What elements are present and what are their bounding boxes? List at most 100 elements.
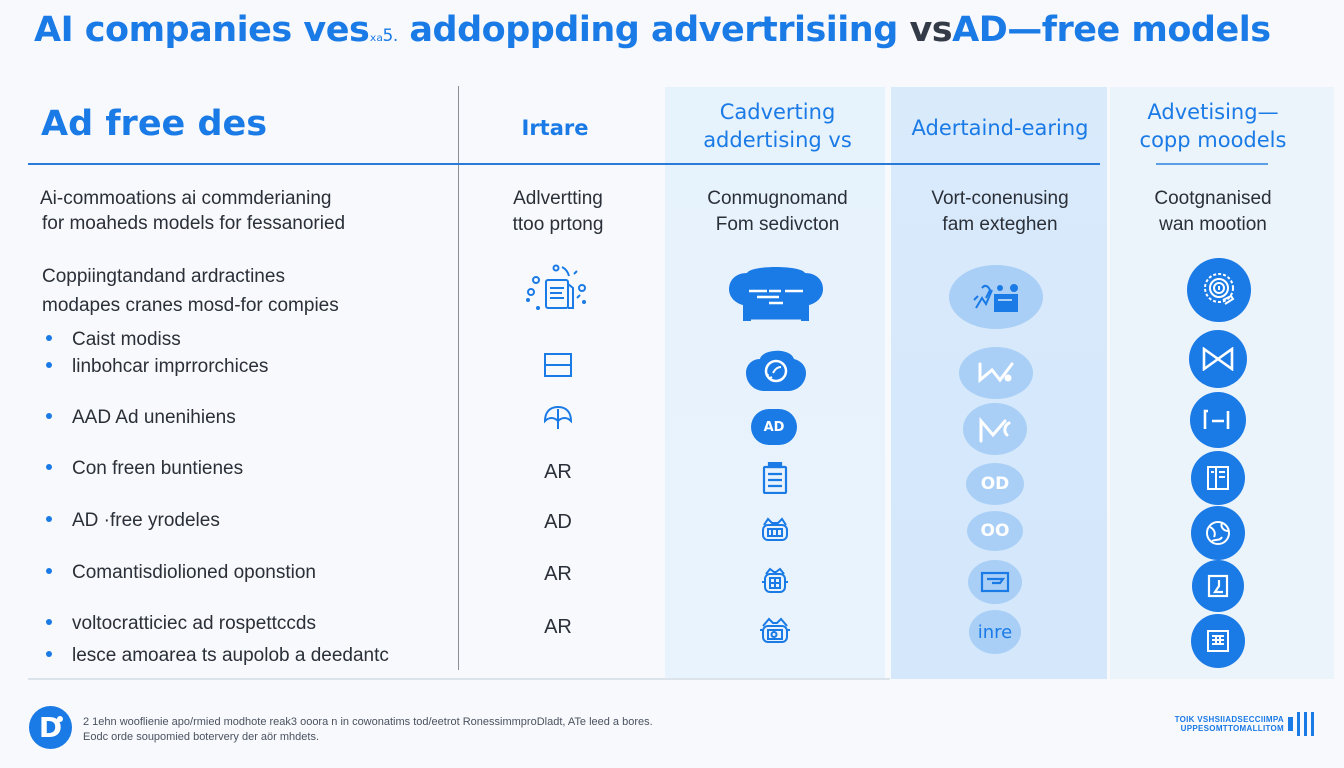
oval-badge-text: inre bbox=[969, 610, 1021, 654]
bullet-text: AD ·free yrodeles bbox=[72, 510, 220, 531]
column-2-header-line-1: Cadverting bbox=[719, 100, 836, 124]
column-2-header-line-2: addertising vs bbox=[703, 128, 852, 152]
bullet-text: Con freen buntienes bbox=[72, 458, 244, 479]
left-intro2-line-1: Coppiingtandand ardractines bbox=[42, 266, 285, 287]
bullet-dot-icon bbox=[46, 567, 52, 574]
bullet-dot-icon bbox=[46, 361, 52, 368]
clipboard-list-icon bbox=[758, 460, 792, 496]
document-sparkle-icon bbox=[518, 260, 598, 324]
title-part-3: AD—free models bbox=[952, 10, 1271, 50]
oval-badge-text: OO bbox=[967, 511, 1023, 551]
bullet-text: lesce amoarea ts aupolob a deedantc bbox=[72, 645, 389, 666]
column-1-header: Irtare bbox=[521, 116, 589, 140]
title-small-part: ₓₐ5. bbox=[369, 26, 398, 46]
drawer-icon bbox=[538, 350, 578, 380]
left-intro-line-1: Ai-commoations ai commderianing bbox=[40, 188, 332, 209]
title-part-1: AI companies ves bbox=[34, 10, 370, 50]
tablet-icon bbox=[1186, 558, 1250, 614]
people-desk-icon bbox=[948, 264, 1044, 330]
bottom-divider bbox=[28, 678, 890, 680]
bullet-dot-icon bbox=[46, 650, 52, 657]
bullet-item: linbohcar imprrorchices bbox=[46, 356, 268, 378]
basket-at-icon bbox=[758, 613, 792, 647]
footer-brand-bars-icon bbox=[1288, 712, 1314, 736]
bullet-item: AD ·free yrodeles bbox=[46, 510, 220, 532]
column-1-subtitle: Adlvertting ttoo prtong bbox=[470, 186, 646, 238]
bowtie-icon bbox=[1186, 330, 1250, 388]
bullet-dot-icon bbox=[46, 618, 52, 625]
check-wave-icon bbox=[958, 346, 1034, 400]
globe-icon bbox=[1186, 505, 1250, 561]
bullet-dot-icon bbox=[46, 334, 52, 341]
oval-badge: OO bbox=[966, 510, 1024, 552]
subtitle-line: Adlvertting bbox=[513, 188, 603, 209]
footer-logo: D bbox=[29, 706, 72, 749]
footer-logo-letter: D bbox=[38, 711, 63, 744]
subtitle-line: ttoo prtong bbox=[512, 214, 604, 235]
bullet-text: voltocratticiec ad rospettccds bbox=[72, 613, 316, 634]
bullet-dot-icon bbox=[46, 463, 52, 470]
bracket-dash-icon bbox=[1186, 391, 1250, 449]
cloud-leaf-icon bbox=[745, 344, 807, 394]
basket-grid-icon bbox=[758, 563, 792, 597]
column-2-header: Cadverting addertising vs bbox=[665, 98, 890, 154]
footer-note-line: Eodc orde soupomied botervery der aör mh… bbox=[83, 731, 320, 743]
subtitle-line: fam exteghen bbox=[942, 214, 1058, 235]
fingerprint-hand-icon bbox=[1184, 256, 1254, 324]
column-4-header-divider bbox=[1156, 163, 1268, 165]
cell-text: AD bbox=[544, 510, 572, 533]
footer-note: 2 1ehn wooflienie apo/rmied modhote reak… bbox=[83, 715, 653, 745]
grid-card-icon bbox=[1186, 613, 1250, 669]
cloud-text-icon bbox=[726, 262, 826, 326]
column-4-header-line-1: Advetising— bbox=[1147, 100, 1279, 124]
title-vs: vs bbox=[909, 10, 953, 50]
column-2-subtitle: Conmugnomand Fom sedivcton bbox=[665, 186, 890, 238]
footer-brand-line: TOIK VSHSIIADSECCIIMPA bbox=[1174, 715, 1284, 724]
bullet-item: lesce amoarea ts aupolob a deedantc bbox=[46, 645, 389, 667]
screen-icon bbox=[967, 559, 1023, 605]
bullet-dot-icon bbox=[46, 412, 52, 419]
oval-badge: inre bbox=[969, 609, 1021, 655]
column-3-subtitle: Vort-conenusing fam exteghen bbox=[891, 186, 1109, 238]
left-intro-line-2: for moaheds models for fessanoried bbox=[42, 213, 346, 234]
umbrella-icon bbox=[538, 403, 578, 433]
basket-ad-icon bbox=[758, 512, 792, 546]
oval-badge: OD bbox=[966, 462, 1024, 506]
bullet-item: Comantisdiolioned oponstion bbox=[46, 562, 316, 584]
bullet-dot-icon bbox=[46, 515, 52, 522]
left-intro2-line-2: modapes cranes mosd-for compies bbox=[42, 295, 339, 316]
book-panel-icon bbox=[1186, 450, 1250, 506]
bullet-item: Caist modiss bbox=[46, 329, 181, 351]
bullet-item: Con freen buntienes bbox=[46, 458, 243, 480]
bullet-text: Comantisdiolioned oponstion bbox=[72, 562, 316, 583]
subtitle-line: wan mootion bbox=[1159, 214, 1267, 235]
subtitle-line: Cootgnanised bbox=[1154, 188, 1272, 209]
bullet-item: AAD Ad unenihiens bbox=[46, 407, 236, 429]
bullet-text: linbohcar imprrorchices bbox=[72, 356, 269, 377]
cell-text: AR bbox=[544, 615, 572, 638]
cell-text: AR bbox=[544, 562, 572, 585]
subtitle-line: Fom sedivcton bbox=[715, 214, 840, 235]
column-4-header-line-2: copp moodels bbox=[1139, 128, 1287, 152]
title-part-2: addoppding advertrisiing bbox=[397, 10, 910, 50]
column-4-subtitle: Cootgnanised wan mootion bbox=[1110, 186, 1316, 238]
cell-text: AR bbox=[544, 460, 572, 483]
footer-note-line: 2 1ehn wooflienie apo/rmied modhote reak… bbox=[83, 716, 653, 728]
cloud-ad-badge: AD bbox=[750, 407, 798, 447]
cloud-ad-badge-text: AD bbox=[751, 409, 797, 445]
page-title: AI companies vesₓₐ5. addoppding advertri… bbox=[34, 10, 1271, 50]
header-divider bbox=[28, 163, 1100, 165]
subtitle-line: Vort-conenusing bbox=[931, 188, 1069, 209]
left-column-heading: Ad free des bbox=[41, 104, 268, 144]
bullet-item: voltocratticiec ad rospettccds bbox=[46, 613, 316, 635]
footer-brand: TOIK VSHSIIADSECCIIMPA UPPESOMTTOMALLITO… bbox=[1175, 715, 1284, 733]
oval-badge-text: OD bbox=[966, 463, 1024, 505]
bullet-text: AAD Ad unenihiens bbox=[72, 407, 236, 428]
subtitle-line: Conmugnomand bbox=[707, 188, 848, 209]
left-column-divider bbox=[458, 86, 459, 670]
bullet-text: Caist modiss bbox=[72, 329, 181, 350]
column-4-header: Advetising— copp moodels bbox=[1110, 98, 1316, 154]
footer-brand-line: UPPESOMTTOMALLITOM bbox=[1180, 724, 1284, 733]
m-wave-icon bbox=[962, 403, 1028, 455]
column-3-header: Adertaind-earing bbox=[911, 116, 1089, 140]
